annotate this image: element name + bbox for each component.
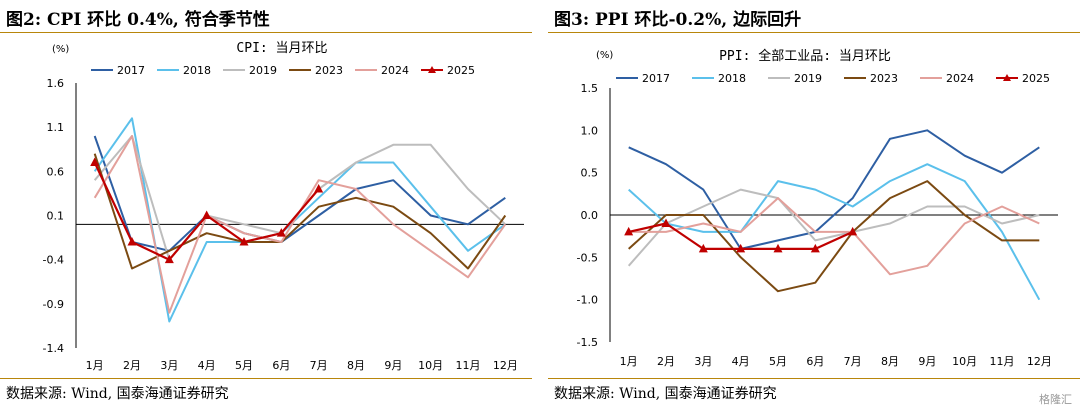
legend-marker <box>428 66 436 73</box>
legend-label: 2025 <box>1022 72 1050 85</box>
chart-title: PPI: 全部工业品: 当月环比 <box>719 48 891 64</box>
y-tick-label: 1.1 <box>47 121 65 134</box>
series-line-2018 <box>628 163 1041 301</box>
x-tick-label: 9月 <box>384 359 402 372</box>
legend-label: 2019 <box>249 64 277 77</box>
source-note: 数据来源: Wind, 国泰海通证券研究 <box>6 386 229 402</box>
series-line-2023 <box>93 153 507 270</box>
source-note: 数据来源: Wind, 国泰海通证券研究 <box>554 386 777 402</box>
y-tick-label: -1.0 <box>577 294 598 307</box>
y-tick-label: 1.6 <box>47 77 65 90</box>
series-line-2024 <box>628 197 1040 276</box>
y-tick-label: -0.9 <box>43 298 64 311</box>
x-tick-label: 8月 <box>881 355 899 368</box>
y-tick-label: 0.5 <box>581 167 599 180</box>
x-tick-label: 11月 <box>990 355 1015 368</box>
y-tick-label: -1.5 <box>577 336 598 349</box>
series-line-2017 <box>628 129 1040 250</box>
legend-label: 2018 <box>718 72 746 85</box>
legend-marker <box>1003 74 1011 81</box>
figure-footer: 数据来源: Wind, 国泰海通证券研究 格隆汇 <box>548 378 1080 413</box>
x-tick-label: 4月 <box>732 355 750 368</box>
series-line-2023 <box>628 180 1040 293</box>
legend: 2017 2018 2019 2023 2024 2025 <box>616 72 1050 85</box>
legend-label: 2023 <box>315 64 343 77</box>
data-point-2025 <box>202 210 212 219</box>
data-point-2025 <box>314 184 324 193</box>
legend-label: 2024 <box>381 64 409 77</box>
x-tick-label: 10月 <box>418 359 443 372</box>
data-point-2025 <box>661 218 671 227</box>
legend-label: 2019 <box>794 72 822 85</box>
figure-header: 图2: CPI 环比 0.4%, 符合季节性 <box>0 0 532 33</box>
x-tick-label: 6月 <box>272 359 290 372</box>
y-axis-unit: (%) <box>596 50 613 61</box>
data-point-2025 <box>276 228 286 237</box>
data-point-2025 <box>127 237 137 246</box>
x-tick-label: 12月 <box>493 359 518 372</box>
x-tick-label: 7月 <box>844 355 862 368</box>
data-point-2025 <box>810 243 820 253</box>
x-tick-label: 3月 <box>694 355 712 368</box>
series-line-2017 <box>93 135 506 252</box>
figure-header: 图3: PPI 环比-0.2%, 边际回升 <box>548 0 1080 33</box>
y-axis-unit: (%) <box>52 44 69 55</box>
x-tick-label: 7月 <box>310 359 328 372</box>
series-line-2019 <box>627 188 1040 267</box>
y-tick-label: -0.5 <box>577 251 598 264</box>
legend-label: 2018 <box>183 64 211 77</box>
y-tick-label: -1.4 <box>43 342 64 355</box>
x-tick-label: 11月 <box>456 359 481 372</box>
y-tick-label: 0.0 <box>581 209 599 222</box>
data-point-2025 <box>773 243 783 253</box>
y-tick-label: 1.0 <box>581 124 599 137</box>
legend-label: 2024 <box>946 72 974 85</box>
x-tick-label: 12月 <box>1027 355 1052 368</box>
watermark: 格隆汇 <box>1039 393 1072 406</box>
y-tick-label: 0.1 <box>47 210 65 223</box>
cpi-figure: 图2: CPI 环比 0.4%, 符合季节性 CPI: 当月环比 (%) 2017 2… <box>0 0 532 412</box>
data-point-2025 <box>239 237 249 246</box>
x-tick-label: 4月 <box>198 359 216 372</box>
legend: 2017 2018 2019 2023 2024 2025 <box>91 64 475 77</box>
series-line-2019 <box>93 135 506 261</box>
x-tick-label: 2月 <box>657 355 675 368</box>
y-tick-label: 1.5 <box>581 82 599 95</box>
x-tick-label: 1月 <box>86 359 104 372</box>
data-point-2025 <box>90 157 100 166</box>
legend-label: 2023 <box>870 72 898 85</box>
x-tick-label: 3月 <box>160 359 178 372</box>
legend-label: 2017 <box>117 64 145 77</box>
x-tick-label: 5月 <box>769 355 787 368</box>
x-tick-label: 10月 <box>952 355 977 368</box>
x-tick-label: 8月 <box>347 359 365 372</box>
x-tick-label: 1月 <box>620 355 638 368</box>
figure-title: 图3: PPI 环比-0.2%, 边际回升 <box>554 10 802 30</box>
y-tick-label: -0.4 <box>43 254 64 267</box>
ppi-chart: PPI: 全部工业品: 当月环比(%)2017 2018 2019 2023 2024 2… <box>577 48 1058 368</box>
ppi-figure: 图3: PPI 环比-0.2%, 边际回升 PPI: 全部工业品: 当月环比 (%… <box>548 0 1080 412</box>
legend-label: 2025 <box>447 64 475 77</box>
data-point-2025 <box>624 226 634 236</box>
data-point-2025 <box>698 243 708 253</box>
figure-title: 图2: CPI 环比 0.4%, 符合季节性 <box>6 10 270 30</box>
figure-footer: 数据来源: Wind, 国泰海通证券研究 <box>0 378 532 413</box>
legend-label: 2017 <box>642 72 670 85</box>
x-tick-label: 2月 <box>123 359 141 372</box>
data-point-2025 <box>848 226 858 236</box>
x-tick-label: 6月 <box>806 355 824 368</box>
data-point-2025 <box>736 243 746 253</box>
cpi-chart: CPI: 当月环比 (%) 2017 2018 2019 2023 2024 2025 1.6 1… <box>43 41 524 372</box>
chart-title: CPI: 当月环比 <box>236 41 327 56</box>
x-tick-label: 9月 <box>918 355 936 368</box>
x-tick-label: 5月 <box>235 359 253 372</box>
data-point-2025 <box>164 254 174 264</box>
y-tick-label: 0.6 <box>47 165 65 178</box>
